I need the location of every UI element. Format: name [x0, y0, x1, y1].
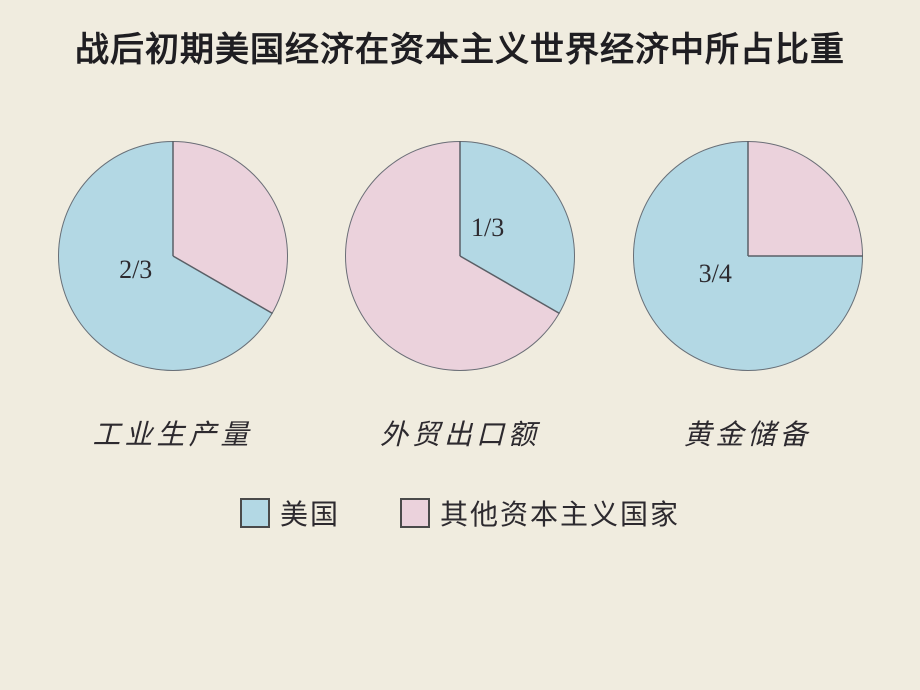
legend: 美国 其他资本主义国家 [0, 493, 920, 533]
legend-swatch-other [400, 498, 430, 528]
chart-industrial-output: 2/3 工业生产量 [58, 141, 288, 453]
pie-trade [345, 141, 575, 371]
legend-label-us: 美国 [280, 493, 340, 533]
chart-caption: 外贸出口额 [380, 413, 540, 453]
chart-caption: 黄金储备 [683, 413, 811, 453]
pie-industrial [58, 141, 288, 371]
slice-label-us: 1/3 [471, 213, 504, 243]
page-title: 战后初期美国经济在资本主义世界经济中所占比重 [0, 22, 920, 71]
page: 战后初期美国经济在资本主义世界经济中所占比重 2/3 工业生产量 1/3 外贸出… [0, 0, 920, 690]
legend-label-other: 其他资本主义国家 [440, 493, 680, 533]
slice-label-us: 3/4 [699, 259, 732, 289]
legend-item-other: 其他资本主义国家 [400, 493, 680, 533]
pie-wrap: 1/3 [345, 141, 575, 371]
chart-trade-export: 1/3 外贸出口额 [345, 141, 575, 453]
legend-item-us: 美国 [240, 493, 340, 533]
pie-wrap: 2/3 [58, 141, 288, 371]
charts-row: 2/3 工业生产量 1/3 外贸出口额 3/4 黄金储备 [0, 141, 920, 453]
pie-wrap: 3/4 [633, 141, 863, 371]
chart-caption: 工业生产量 [92, 413, 252, 453]
pie-gold [633, 141, 863, 371]
slice-label-us: 2/3 [119, 255, 152, 285]
chart-gold-reserves: 3/4 黄金储备 [633, 141, 863, 453]
legend-swatch-us [240, 498, 270, 528]
